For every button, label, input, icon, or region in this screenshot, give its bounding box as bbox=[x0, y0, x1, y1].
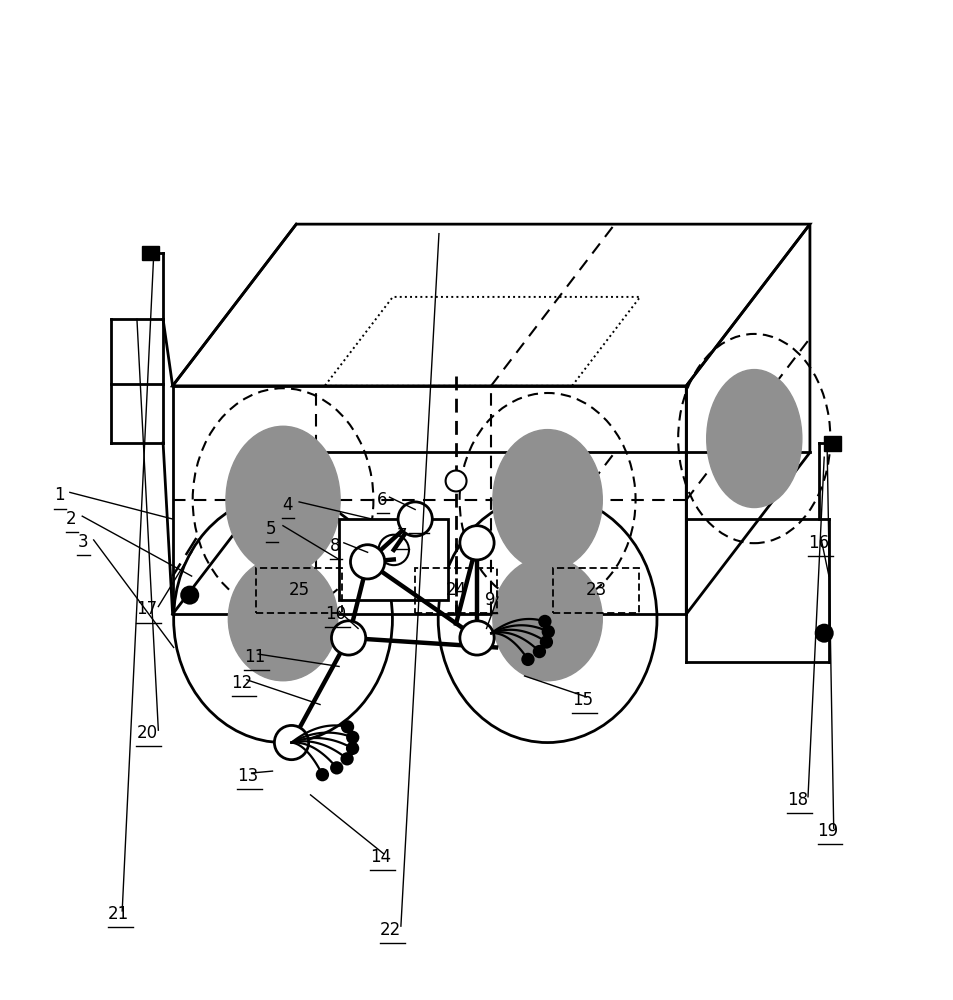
Circle shape bbox=[539, 635, 553, 649]
Text: 1: 1 bbox=[53, 486, 64, 504]
Circle shape bbox=[331, 621, 365, 655]
Circle shape bbox=[350, 545, 384, 579]
Text: 22: 22 bbox=[379, 921, 401, 939]
Text: 2: 2 bbox=[66, 510, 76, 528]
Circle shape bbox=[541, 625, 555, 638]
Text: 5: 5 bbox=[266, 520, 276, 538]
Ellipse shape bbox=[493, 557, 601, 681]
Text: 13: 13 bbox=[237, 767, 258, 785]
Circle shape bbox=[814, 624, 833, 643]
Text: 11: 11 bbox=[244, 648, 265, 666]
Text: 18: 18 bbox=[786, 791, 807, 809]
Text: 9: 9 bbox=[484, 591, 495, 609]
Text: 16: 16 bbox=[807, 534, 828, 552]
Ellipse shape bbox=[493, 430, 601, 570]
Text: 19: 19 bbox=[817, 822, 838, 840]
Text: 25: 25 bbox=[288, 581, 310, 599]
Text: 8: 8 bbox=[329, 537, 339, 555]
Text: 7: 7 bbox=[395, 527, 406, 545]
Text: 14: 14 bbox=[370, 848, 391, 866]
Circle shape bbox=[459, 621, 494, 655]
Circle shape bbox=[445, 471, 466, 491]
Circle shape bbox=[180, 586, 199, 605]
Text: 4: 4 bbox=[282, 496, 293, 514]
Circle shape bbox=[378, 535, 409, 565]
Circle shape bbox=[346, 731, 359, 744]
Text: 21: 21 bbox=[108, 905, 129, 923]
Text: 10: 10 bbox=[324, 605, 346, 623]
Bar bbox=[142, 246, 159, 260]
Circle shape bbox=[346, 742, 359, 755]
Circle shape bbox=[520, 653, 534, 666]
Text: 20: 20 bbox=[136, 724, 157, 742]
Text: 24: 24 bbox=[445, 581, 466, 599]
Circle shape bbox=[397, 502, 432, 536]
Circle shape bbox=[340, 720, 354, 734]
Bar bbox=[823, 436, 841, 451]
Ellipse shape bbox=[226, 426, 340, 574]
Text: 17: 17 bbox=[136, 600, 157, 618]
Circle shape bbox=[459, 526, 494, 560]
Text: 6: 6 bbox=[376, 491, 387, 509]
Text: 15: 15 bbox=[572, 691, 593, 709]
Text: 12: 12 bbox=[232, 674, 253, 692]
Ellipse shape bbox=[228, 557, 337, 681]
Circle shape bbox=[315, 768, 329, 781]
Circle shape bbox=[537, 615, 551, 628]
Circle shape bbox=[330, 761, 343, 775]
Text: 23: 23 bbox=[584, 581, 606, 599]
Circle shape bbox=[532, 645, 545, 658]
Text: 3: 3 bbox=[77, 533, 88, 551]
Circle shape bbox=[340, 752, 354, 765]
Bar bbox=[338, 519, 448, 600]
Ellipse shape bbox=[706, 370, 801, 508]
Circle shape bbox=[274, 725, 309, 760]
